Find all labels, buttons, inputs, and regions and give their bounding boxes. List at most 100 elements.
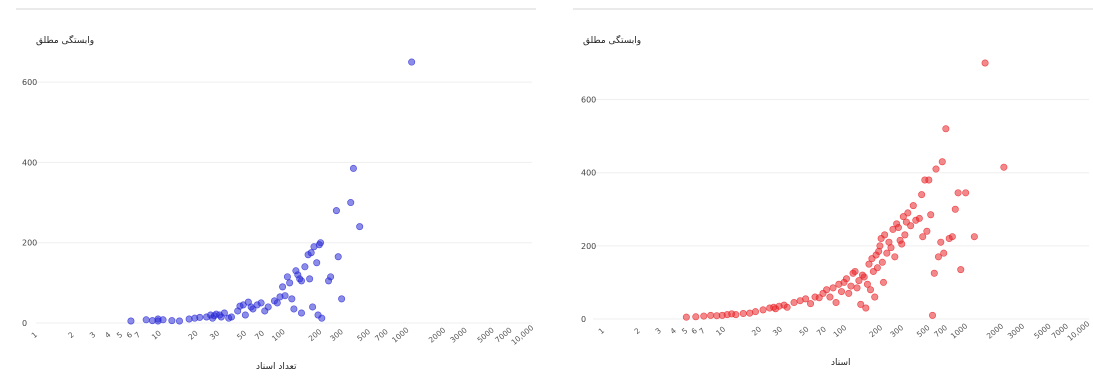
x-tick-label-right: 3: [654, 326, 664, 336]
x-tick-label-right: 50: [797, 324, 810, 337]
x-tick-label-right: 1: [597, 326, 607, 336]
chart-panel-right: 0 200 400 600 1 2 3 4 5 6 7 10 20 30 50 70 100 200 300 500 7…: [573, 0, 1093, 381]
data-point-right: [904, 209, 912, 217]
data-point-left: [175, 317, 183, 325]
data-point-left: [306, 275, 314, 283]
data-point-right: [860, 273, 868, 281]
data-point-right: [925, 176, 933, 184]
data-point-right: [937, 238, 945, 246]
data-point-right: [938, 158, 946, 166]
y-tick-label-left: 600: [22, 78, 37, 87]
data-point-left: [297, 277, 305, 285]
y-tick-label-left: 200: [22, 239, 37, 248]
data-point-left: [288, 295, 296, 303]
x-tick-label-right: 4: [668, 326, 678, 336]
data-point-left: [332, 207, 340, 215]
data-point-right: [853, 284, 861, 292]
data-point-right: [790, 299, 798, 307]
data-point-right: [783, 303, 791, 311]
data-point-right: [837, 288, 845, 296]
x-tick-label-right: 70: [815, 324, 828, 337]
x-tick-label-left: 10: [150, 328, 163, 341]
data-point-left: [142, 316, 150, 324]
data-point-right: [923, 227, 931, 235]
data-point-right: [942, 125, 950, 133]
x-tick-label-left: 5000: [475, 325, 496, 344]
data-point-left: [297, 309, 305, 317]
data-point-right: [842, 275, 850, 283]
data-point-right: [865, 260, 873, 268]
data-point-left: [334, 253, 342, 261]
data-point-right: [951, 205, 959, 213]
data-point-right: [891, 253, 899, 261]
x-tick-label-right: 5: [680, 326, 690, 336]
data-point-right: [909, 202, 917, 210]
data-point-right: [907, 222, 915, 230]
data-point-left: [220, 309, 228, 317]
x-tick-label-right: 700: [932, 323, 949, 339]
data-point-left: [227, 313, 235, 321]
data-point-left: [283, 273, 291, 281]
data-point-right: [739, 310, 747, 318]
data-point-right: [759, 306, 767, 314]
x-tick-label-left: 30: [208, 328, 221, 341]
x-tick-label-left: 1: [30, 330, 40, 340]
data-point-right: [932, 165, 940, 173]
data-point-right: [700, 312, 708, 320]
data-point-right: [732, 311, 740, 319]
data-point-left: [318, 314, 326, 322]
x-tick-label-left: 7: [133, 330, 143, 340]
x-tick-label-left: 70: [253, 328, 266, 341]
data-point-right: [829, 284, 837, 292]
x-tick-label-right: 10,000: [1065, 319, 1091, 343]
data-point-right: [866, 286, 874, 294]
data-point-right: [823, 286, 831, 294]
data-point-right: [847, 282, 855, 290]
data-point-right: [862, 304, 870, 312]
data-point-right: [863, 280, 871, 288]
x-tick-label-left: 500: [355, 327, 372, 343]
x-axis-title-left: تعداد اسناد: [256, 362, 297, 372]
data-point-right: [802, 295, 810, 303]
data-point-right: [954, 189, 962, 197]
data-point-left: [196, 313, 204, 321]
x-tick-label-left: 100: [270, 327, 287, 343]
x-tick-label-right: 300: [888, 323, 905, 339]
x-axis-title-right: اسناد: [831, 358, 851, 368]
x-tick-label-left: 2: [66, 330, 76, 340]
data-point-right: [981, 59, 989, 67]
data-point-left: [273, 299, 281, 307]
x-tick-label-left: 2000: [427, 325, 448, 344]
data-point-right: [873, 264, 881, 272]
y-tick-label-right: 200: [581, 242, 596, 251]
data-point-right: [881, 231, 889, 239]
x-tick-label-right: 10: [714, 324, 727, 337]
x-tick-label-left: 20: [187, 328, 200, 341]
x-tick-label-right: 2: [633, 326, 643, 336]
data-point-right: [930, 269, 938, 277]
data-point-left: [257, 299, 265, 307]
data-point-right: [899, 213, 907, 221]
x-tick-label-left: 3: [88, 330, 98, 340]
data-point-right: [883, 249, 891, 257]
data-point-right: [826, 293, 834, 301]
x-tick-label-left: 50: [235, 328, 248, 341]
data-point-right: [894, 224, 902, 232]
data-point-right: [876, 242, 884, 250]
data-point-left: [356, 223, 364, 231]
data-point-right: [898, 240, 906, 248]
data-point-right: [970, 233, 978, 241]
data-point-left: [290, 305, 298, 313]
data-point-right: [855, 277, 863, 285]
x-tick-label-right: 100: [832, 323, 849, 339]
data-point-left: [168, 317, 176, 325]
data-point-left: [307, 249, 315, 257]
data-point-left: [317, 239, 325, 247]
x-tick-label-left: 10,000: [509, 323, 535, 347]
data-point-right: [857, 300, 865, 308]
data-point-left: [408, 58, 416, 66]
data-point-right: [934, 253, 942, 261]
data-point-right: [692, 313, 700, 321]
data-point-right: [746, 309, 754, 317]
